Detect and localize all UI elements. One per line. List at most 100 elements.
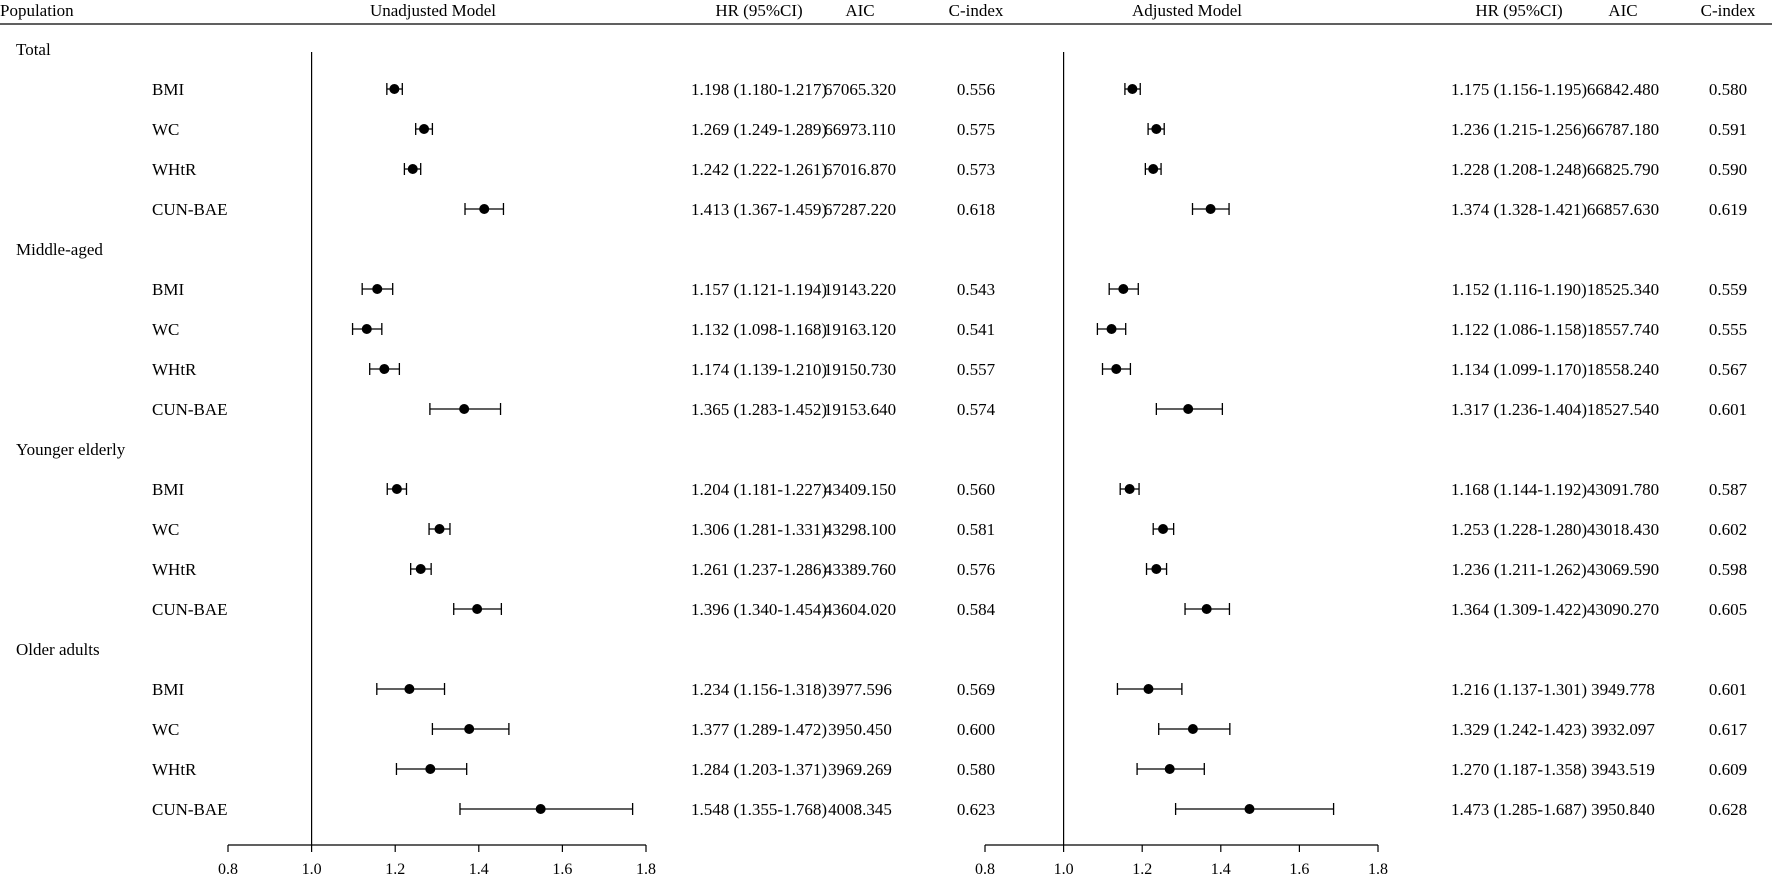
unadjusted-cindex-value: 0.580	[957, 760, 995, 779]
adjusted-point-estimate	[1106, 324, 1117, 334]
unadjusted-hr-text: 1.261 (1.237-1.286)	[691, 560, 827, 579]
unadjusted-point-estimate	[464, 724, 475, 734]
table-body: Total BMI WC WHtR CUN-BAE Middle-aged BMI WC WHt…	[16, 40, 228, 819]
adjusted-aic-value: 43018.430	[1587, 520, 1659, 539]
row-label: CUN-BAE	[152, 200, 228, 219]
row-label: BMI	[152, 480, 184, 499]
unadjusted-aic-value: 19153.640	[824, 400, 896, 419]
row-label: CUN-BAE	[152, 400, 228, 419]
adjusted-hr-text: 1.317 (1.236-1.404)	[1451, 400, 1587, 419]
unadjusted-aic-value: 43409.150	[824, 480, 896, 499]
unadjusted-point-estimate	[415, 564, 426, 574]
adjusted-aic-value: 43091.780	[1587, 480, 1659, 499]
unadjusted-cindex-value: 0.574	[957, 400, 996, 419]
adjusted-cindex-value: 0.580	[1709, 80, 1747, 99]
unadjusted-tick-label: 1.2	[385, 861, 405, 878]
unadjusted-hr-text: 1.284 (1.203-1.371)	[691, 760, 827, 779]
unadjusted-aic-value: 19143.220	[824, 280, 896, 299]
unadjusted-point-estimate	[361, 324, 372, 334]
adjusted-cindex-value: 0.609	[1709, 760, 1747, 779]
unadjusted-hr-text: 1.396 (1.340-1.454)	[691, 600, 827, 619]
adjusted-point-estimate	[1244, 804, 1255, 814]
unadjusted-hr-text: 1.234 (1.156-1.318)	[691, 680, 827, 699]
adjusted-point-estimate	[1124, 484, 1135, 494]
adjusted-point-estimate	[1183, 404, 1194, 414]
adjusted-point-estimate	[1187, 724, 1198, 734]
unadjusted-cindex-value: 0.560	[957, 480, 995, 499]
adjusted-tick-label: 1.4	[1211, 861, 1231, 878]
adjusted-point-estimate	[1164, 764, 1175, 774]
adjusted-forest-panel: 1.175 (1.156-1.195) 66842.480 0.580 1.236 (…	[975, 52, 1748, 878]
adjusted-hr-text: 1.168 (1.144-1.192)	[1451, 480, 1587, 499]
unadjusted-tick-label: 1.0	[302, 861, 322, 878]
row-label: CUN-BAE	[152, 600, 228, 619]
unadjusted-hr-text: 1.548 (1.355-1.768)	[691, 800, 827, 819]
adjusted-cindex-value: 0.555	[1709, 320, 1747, 339]
row-label: WHtR	[152, 360, 197, 379]
unadjusted-tick-label: 1.8	[636, 861, 656, 878]
adjusted-hr-text: 1.236 (1.211-1.262)	[1451, 560, 1586, 579]
header-right-hr: HR (95%CI)	[1475, 1, 1562, 20]
unadjusted-hr-text: 1.198 (1.180-1.217)	[691, 80, 827, 99]
unadjusted-forest-panel: 1.198 (1.180-1.217)67065.320 0.556 1.269 (…	[218, 52, 996, 878]
row-label: BMI	[152, 680, 184, 699]
adjusted-aic-value: 3943.519	[1591, 760, 1655, 779]
header-left-cindex: C-index	[949, 1, 1004, 20]
unadjusted-point-estimate	[434, 524, 445, 534]
unadjusted-cindex-value: 0.623	[957, 800, 995, 819]
unadjusted-aic-value: 43298.100	[824, 520, 896, 539]
adjusted-cindex-value: 0.605	[1709, 600, 1747, 619]
unadjusted-point-estimate	[379, 364, 390, 374]
unadjusted-cindex-value: 0.584	[957, 600, 996, 619]
adjusted-point-estimate	[1151, 124, 1162, 134]
row-label: WHtR	[152, 760, 197, 779]
unadjusted-aic-value: 19150.730	[824, 360, 896, 379]
unadjusted-point-estimate	[472, 604, 483, 614]
adjusted-aic-value: 66787.180	[1587, 120, 1659, 139]
unadjusted-point-estimate	[404, 684, 415, 694]
adjusted-tick-label: 0.8	[975, 861, 995, 878]
group-label: Total	[16, 40, 51, 59]
unadjusted-aic-value: 4008.345	[828, 800, 892, 819]
row-label: BMI	[152, 280, 184, 299]
unadjusted-point-estimate	[372, 284, 383, 294]
unadjusted-point-estimate	[535, 804, 546, 814]
header-unadjusted-model: Unadjusted Model	[370, 1, 496, 20]
unadjusted-aic-value: 3969.269	[828, 760, 892, 779]
header-right-cindex: C-index	[1701, 1, 1756, 20]
adjusted-aic-value: 3950.840	[1591, 800, 1655, 819]
unadjusted-tick-label: 1.4	[469, 861, 489, 878]
unadjusted-hr-text: 1.174 (1.139-1.210)	[691, 360, 827, 379]
unadjusted-cindex-value: 0.541	[957, 320, 995, 339]
adjusted-hr-text: 1.364 (1.309-1.422)	[1451, 600, 1587, 619]
adjusted-cindex-value: 0.617	[1709, 720, 1748, 739]
unadjusted-aic-value: 3977.596	[828, 680, 892, 699]
unadjusted-tick-label: 0.8	[218, 861, 238, 878]
unadjusted-aic-value: 66973.110	[824, 120, 896, 139]
group-label: Middle-aged	[16, 240, 103, 259]
unadjusted-aic-value: 67016.870	[824, 160, 896, 179]
adjusted-cindex-value: 0.601	[1709, 680, 1747, 699]
adjusted-aic-value: 43090.270	[1587, 600, 1659, 619]
unadjusted-point-estimate	[407, 164, 418, 174]
unadjusted-aic-value: 43604.020	[824, 600, 896, 619]
unadjusted-aic-value: 19163.120	[824, 320, 896, 339]
unadjusted-aic-value: 43389.760	[824, 560, 896, 579]
unadjusted-cindex-value: 0.543	[957, 280, 995, 299]
adjusted-point-estimate	[1158, 524, 1169, 534]
adjusted-hr-text: 1.134 (1.099-1.170)	[1451, 360, 1587, 379]
adjusted-aic-value: 18525.340	[1587, 280, 1659, 299]
row-label: WC	[152, 720, 179, 739]
adjusted-aic-value: 18527.540	[1587, 400, 1659, 419]
unadjusted-cindex-value: 0.569	[957, 680, 995, 699]
adjusted-hr-text: 1.152 (1.116-1.190)	[1451, 280, 1586, 299]
unadjusted-point-estimate	[459, 404, 470, 414]
row-label: WC	[152, 520, 179, 539]
unadjusted-cindex-value: 0.573	[957, 160, 995, 179]
adjusted-cindex-value: 0.587	[1709, 480, 1748, 499]
unadjusted-cindex-value: 0.618	[957, 200, 995, 219]
adjusted-point-estimate	[1148, 164, 1159, 174]
unadjusted-tick-label: 1.6	[552, 861, 572, 878]
adjusted-aic-value: 66842.480	[1587, 80, 1659, 99]
